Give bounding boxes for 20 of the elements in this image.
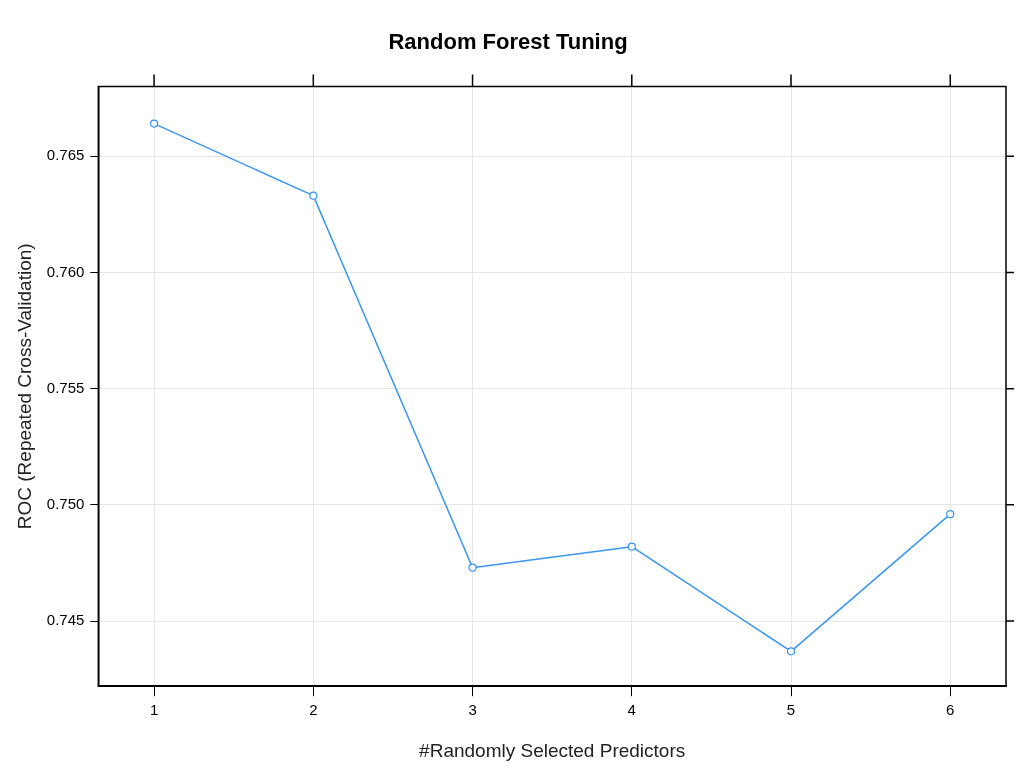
y-tick-label: 0.755 [46, 378, 85, 396]
y-tick-label: 0.760 [46, 262, 85, 280]
chart-title: Random Forest Tuning [388, 29, 628, 55]
x-tick-label: 4 [627, 701, 636, 719]
y-tick-label: 0.750 [46, 495, 85, 513]
x-axis-title: #Randomly Selected Predictors [419, 739, 686, 761]
x-tick-label: 3 [468, 701, 477, 719]
point [468, 563, 477, 572]
point [786, 647, 796, 656]
point [946, 510, 955, 519]
x-tick-label: 2 [309, 701, 318, 719]
y-tick-label: 0.765 [46, 146, 85, 164]
x-tick-label: 6 [946, 701, 955, 719]
point [149, 119, 159, 128]
y-axis-title: ROC (Repeated Cross-Validation) [13, 243, 35, 530]
x-tick-label: 5 [786, 701, 796, 719]
point [309, 191, 318, 200]
y-tick-label: 0.745 [46, 611, 85, 629]
x-tick-label: 1 [149, 701, 159, 719]
point [627, 542, 636, 551]
